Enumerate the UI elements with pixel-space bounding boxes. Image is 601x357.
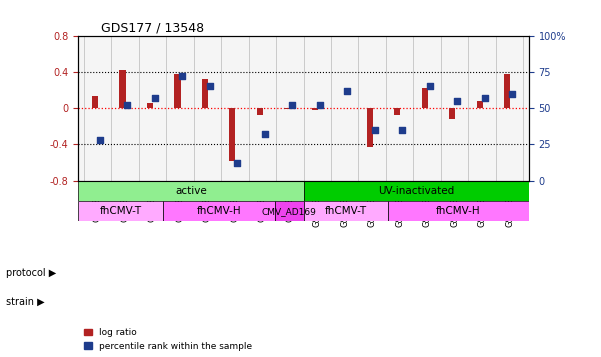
Point xyxy=(343,88,352,94)
FancyBboxPatch shape xyxy=(388,201,529,221)
Bar xyxy=(120,70,126,108)
Bar xyxy=(174,74,180,108)
Point xyxy=(95,137,105,143)
Bar xyxy=(284,108,290,109)
Bar xyxy=(92,96,98,108)
Text: fhCMV-H: fhCMV-H xyxy=(436,206,481,216)
Text: active: active xyxy=(175,186,207,196)
Bar xyxy=(202,79,208,108)
Text: fhCMV-T: fhCMV-T xyxy=(99,206,141,216)
Legend: log ratio, percentile rank within the sample: log ratio, percentile rank within the sa… xyxy=(83,326,254,352)
Point xyxy=(370,127,379,133)
Bar xyxy=(477,101,483,108)
FancyBboxPatch shape xyxy=(163,201,275,221)
Point xyxy=(507,91,517,96)
FancyBboxPatch shape xyxy=(275,201,304,221)
Point xyxy=(425,84,435,89)
Point xyxy=(397,127,407,133)
Bar xyxy=(257,108,263,115)
Text: protocol ▶: protocol ▶ xyxy=(6,268,56,278)
Bar xyxy=(147,103,153,108)
Bar xyxy=(230,108,236,161)
Bar xyxy=(422,88,428,108)
Point xyxy=(453,98,462,104)
Point xyxy=(205,84,215,89)
Bar xyxy=(312,108,318,110)
Text: UV-inactivated: UV-inactivated xyxy=(378,186,454,196)
Point xyxy=(315,102,325,108)
Text: fhCMV-H: fhCMV-H xyxy=(197,206,242,216)
Bar xyxy=(394,108,400,115)
Text: GDS177 / 13548: GDS177 / 13548 xyxy=(101,21,204,35)
Point xyxy=(233,160,242,166)
Point xyxy=(123,102,132,108)
FancyBboxPatch shape xyxy=(78,181,304,201)
Text: strain ▶: strain ▶ xyxy=(6,297,44,307)
FancyBboxPatch shape xyxy=(304,181,529,201)
Text: CMV_AD169: CMV_AD169 xyxy=(262,207,317,216)
Point xyxy=(150,95,159,101)
Bar xyxy=(504,74,510,108)
Bar xyxy=(449,108,456,119)
Point xyxy=(480,95,489,101)
Bar xyxy=(367,108,373,147)
Point xyxy=(287,102,297,108)
Point xyxy=(177,74,187,79)
Point xyxy=(260,131,269,137)
FancyBboxPatch shape xyxy=(304,201,388,221)
FancyBboxPatch shape xyxy=(78,201,163,221)
Text: fhCMV-T: fhCMV-T xyxy=(325,206,367,216)
